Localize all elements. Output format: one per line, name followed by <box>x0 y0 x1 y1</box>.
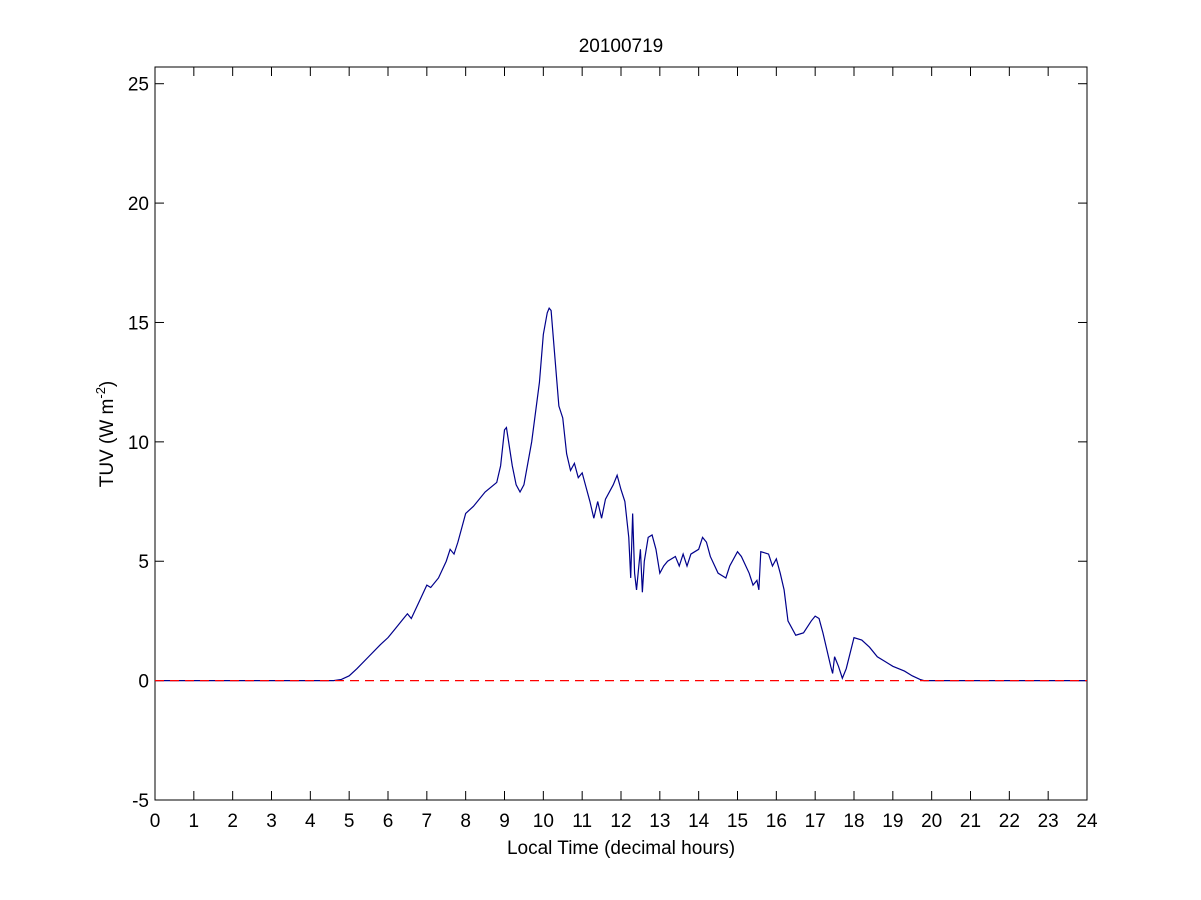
x-tick-label: 15 <box>727 811 748 832</box>
x-tick-label: 3 <box>266 811 277 832</box>
x-tick-label: 7 <box>422 811 433 832</box>
x-tick-label: 12 <box>610 811 631 832</box>
x-tick-label: 1 <box>189 811 200 832</box>
x-tick-label: 23 <box>1038 811 1059 832</box>
y-label-sup: -2 <box>93 387 108 399</box>
x-tick-label: 22 <box>999 811 1020 832</box>
x-tick-label: 9 <box>499 811 510 832</box>
y-tick-label: 0 <box>138 672 149 693</box>
plot-frame <box>154 66 1088 801</box>
chart-title: 20100719 <box>579 36 664 57</box>
y-tick-label: 20 <box>128 194 149 215</box>
y-tick-label: 5 <box>138 552 149 573</box>
x-tick-label: 13 <box>649 811 670 832</box>
x-tick-label: 14 <box>688 811 710 832</box>
y-label-end: ) <box>97 381 118 387</box>
y-tick-label: 10 <box>128 433 149 454</box>
x-tick-label: 0 <box>150 811 161 832</box>
x-tick-label: 21 <box>960 811 981 832</box>
x-tick-label: 8 <box>460 811 471 832</box>
x-tick-label: 11 <box>572 811 592 832</box>
y-label-text: TUV (W m <box>97 399 118 488</box>
x-tick-label: 16 <box>766 811 787 832</box>
y-tick-label: 15 <box>128 313 149 334</box>
y-axis-label: TUV (W m-2) <box>93 381 118 488</box>
y-tick-label: -5 <box>132 791 149 812</box>
x-axis-label: Local Time (decimal hours) <box>507 838 735 859</box>
x-tick-label: 5 <box>344 811 355 832</box>
x-tick-label: 4 <box>305 811 316 832</box>
x-tick-label: 17 <box>805 811 826 832</box>
x-tick-label: 20 <box>921 811 942 832</box>
x-tick-label: 19 <box>882 811 903 832</box>
x-tick-label: 18 <box>843 811 864 832</box>
data-line <box>155 306 1087 682</box>
x-tick-label: 6 <box>383 811 394 832</box>
x-tick-label: 2 <box>227 811 238 832</box>
x-tick-label: 24 <box>1076 811 1098 832</box>
x-tick-label: 10 <box>533 811 554 832</box>
y-tick-label: 25 <box>128 75 149 96</box>
